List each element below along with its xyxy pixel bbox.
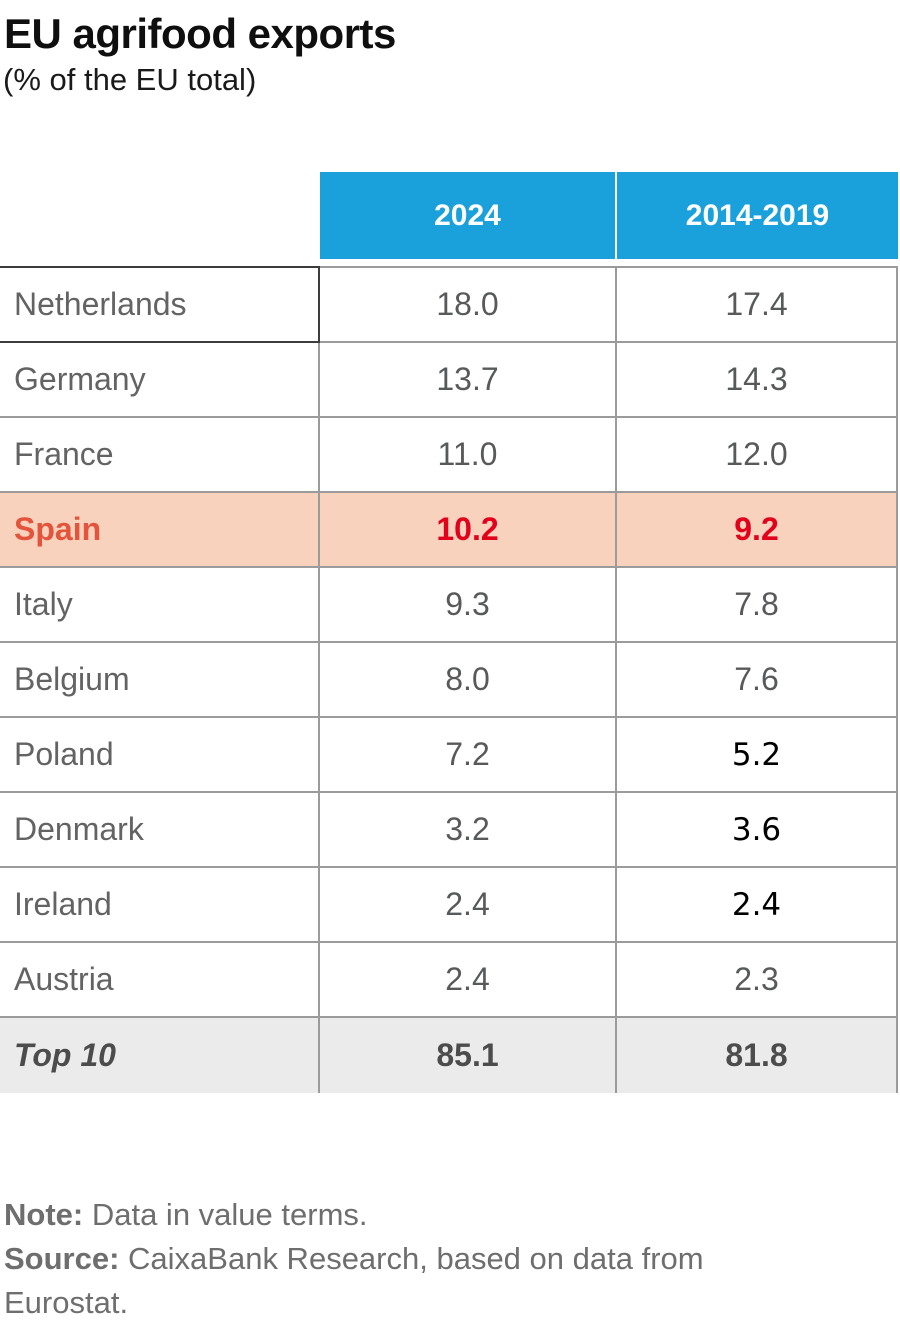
value-2014-2019-cell: 7.6 xyxy=(617,643,898,719)
table-row: Ireland 2.4 2.4 xyxy=(0,868,898,944)
value-2024-cell: 9.3 xyxy=(320,568,617,644)
value-2014-2019-cell: 9.2 xyxy=(617,493,898,569)
value-2014-2019-cell: 12.0 xyxy=(617,418,898,494)
value-2014-2019-cell: 81.8 xyxy=(617,1018,898,1094)
country-cell: Poland xyxy=(0,718,320,794)
table-header-row: 2024 2014-2019 xyxy=(0,172,898,260)
value-2024-cell: 18.0 xyxy=(320,266,617,344)
value-2024-cell: 85.1 xyxy=(320,1018,617,1094)
table-row-total-top10: Top 10 85.1 81.8 xyxy=(0,1018,898,1094)
table-corner-spacer xyxy=(0,172,320,260)
value-2024-cell: 2.4 xyxy=(320,868,617,944)
source-label: Source: xyxy=(4,1241,120,1277)
footnotes: Note: Data in value terms. Source: Caixa… xyxy=(0,1193,804,1325)
source-text: CaixaBank Research, based on data from E… xyxy=(4,1241,704,1321)
table-row: Germany 13.7 14.3 xyxy=(0,343,898,419)
country-cell: Netherlands xyxy=(0,266,320,344)
country-cell: Denmark xyxy=(0,793,320,869)
note-line: Note: Data in value terms. xyxy=(4,1193,804,1237)
value-2014-2019-cell: 14.3 xyxy=(617,343,898,419)
note-text: Data in value terms. xyxy=(83,1197,368,1233)
value-2024-cell: 7.2 xyxy=(320,718,617,794)
table-row-highlighted-spain: Spain 10.2 9.2 xyxy=(0,493,898,569)
country-cell: Top 10 xyxy=(0,1018,320,1094)
column-header-2014-2019: 2014-2019 xyxy=(617,172,898,260)
value-2014-2019-cell: 17.4 xyxy=(617,266,898,344)
table-row: Austria 2.4 2.3 xyxy=(0,943,898,1019)
value-2024-cell: 2.4 xyxy=(320,943,617,1019)
country-cell: Spain xyxy=(0,493,320,569)
country-cell: Austria xyxy=(0,943,320,1019)
value-2024-cell: 3.2 xyxy=(320,793,617,869)
value-2024-cell: 13.7 xyxy=(320,343,617,419)
country-cell: Belgium xyxy=(0,643,320,719)
table-row: Italy 9.3 7.8 xyxy=(0,568,898,644)
value-2014-2019-cell: 2.4 xyxy=(617,868,898,944)
table-row: France 11.0 12.0 xyxy=(0,418,898,494)
page-title: EU agrifood exports xyxy=(4,10,396,57)
country-cell: Italy xyxy=(0,568,320,644)
value-2014-2019-cell: 7.8 xyxy=(617,568,898,644)
table-row: Belgium 8.0 7.6 xyxy=(0,643,898,719)
column-header-2024: 2024 xyxy=(320,172,617,260)
table-body: Netherlands 18.0 17.4 Germany 13.7 14.3 … xyxy=(0,266,898,1094)
country-cell: France xyxy=(0,418,320,494)
table-row: Netherlands 18.0 17.4 xyxy=(0,266,898,344)
value-2014-2019-cell: 2.3 xyxy=(617,943,898,1019)
value-2024-cell: 8.0 xyxy=(320,643,617,719)
source-line: Source: CaixaBank Research, based on dat… xyxy=(4,1237,804,1325)
value-2024-cell: 10.2 xyxy=(320,493,617,569)
value-2014-2019-cell: 5.2 xyxy=(617,718,898,794)
country-cell: Ireland xyxy=(0,868,320,944)
page-subtitle: (% of the EU total) xyxy=(3,62,257,98)
country-cell: Germany xyxy=(0,343,320,419)
table-row: Poland 7.2 5.2 xyxy=(0,718,898,794)
table-row: Denmark 3.2 3.6 xyxy=(0,793,898,869)
note-label: Note: xyxy=(4,1197,84,1233)
value-2024-cell: 11.0 xyxy=(320,418,617,494)
exports-table: 2024 2014-2019 Netherlands 18.0 17.4 Ger… xyxy=(0,172,898,1094)
value-2014-2019-cell: 3.6 xyxy=(617,793,898,869)
